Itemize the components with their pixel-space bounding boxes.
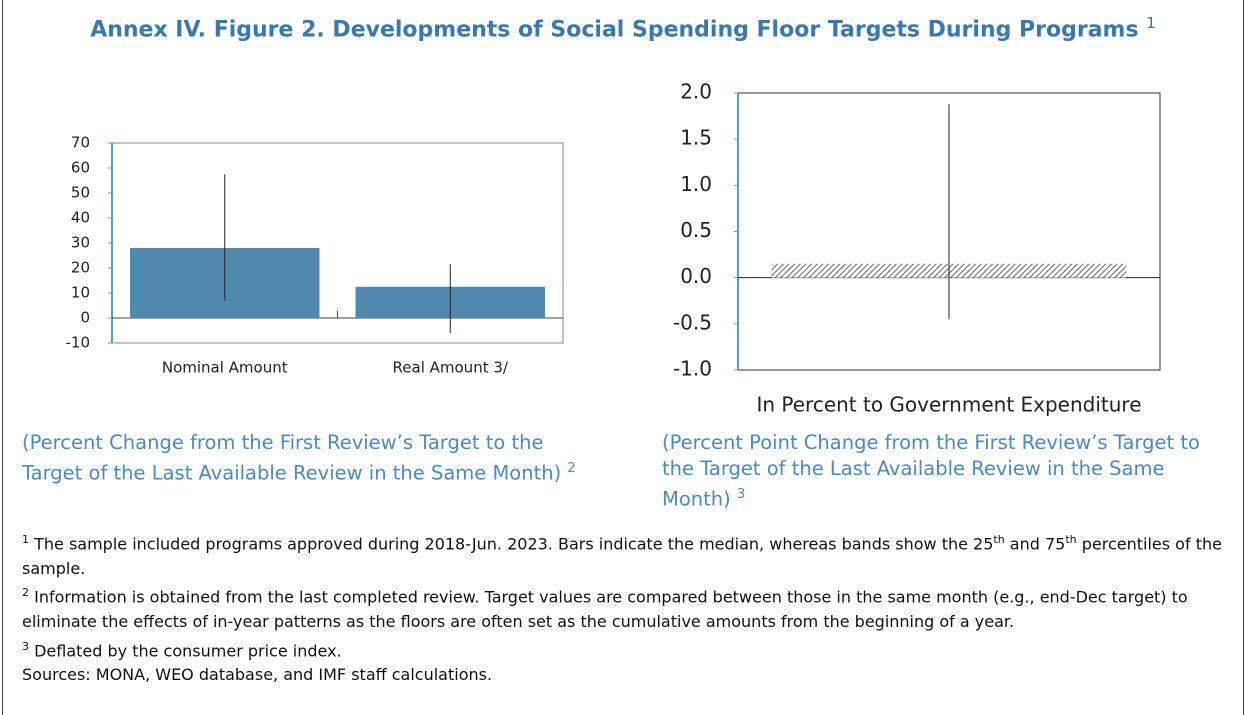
caption-note: 3: [736, 487, 746, 502]
y-tick-label: 30: [71, 234, 90, 252]
note: 2 Information is obtained from the last …: [22, 581, 1222, 634]
notes: 1 The sample included programs approved …: [22, 528, 1222, 688]
y-tick-label: -10: [66, 334, 91, 352]
y-tick-label: 2.0: [680, 80, 712, 104]
sources: Sources: MONA, WEO database, and IMF sta…: [22, 665, 493, 685]
title: Annex IV. Figure 2. Developments of Soci…: [0, 14, 1246, 42]
y-tick-label: 0: [80, 309, 90, 327]
y-tick-label: 0.0: [680, 264, 712, 288]
note-marker: 1: [22, 533, 29, 546]
y-tick-label: 70: [71, 134, 90, 152]
y-tick-label: 10: [71, 284, 90, 302]
title-text: Annex IV. Figure 2. Developments of Soci…: [90, 17, 1139, 43]
y-tick-label: 0.5: [680, 218, 712, 242]
frame-left: [2, 0, 3, 715]
note-text: The sample included programs approved du…: [34, 534, 994, 554]
x-tick-label: Nominal Amount: [162, 359, 288, 377]
note: 1 The sample included programs approved …: [22, 528, 1222, 581]
note-text: Deflated by the consumer price index.: [34, 640, 342, 660]
y-tick-label: 1.0: [680, 172, 712, 196]
y-tick-label: 60: [71, 159, 90, 177]
title-note: 1: [1146, 14, 1156, 32]
note-text: Information is obtained from the last co…: [22, 587, 1188, 632]
y-tick-label: -0.5: [673, 310, 712, 334]
note-marker: 3: [22, 639, 29, 653]
caption-text: (Percent Change from the First Review’s …: [22, 431, 562, 485]
note-text: th: [1065, 533, 1077, 546]
note-text: and 75: [1004, 534, 1066, 554]
y-tick-label: 1.5: [680, 126, 712, 150]
caption-note: 2: [567, 461, 576, 476]
y-tick-label: 50: [71, 184, 90, 202]
y-tick-label: -1.0: [673, 357, 712, 381]
caption-text: (Percent Point Change from the First Rev…: [662, 431, 1200, 511]
note-marker: 2: [22, 586, 29, 600]
note: 3 Deflated by the consumer price index.: [22, 635, 1222, 664]
caption: (Percent Point Change from the First Rev…: [662, 430, 1232, 513]
caption: (Percent Change from the First Review’s …: [22, 430, 602, 487]
y-tick-label: 40: [71, 209, 90, 227]
y-tick-label: 20: [71, 259, 90, 277]
note-text: percentiles of the sample.: [22, 534, 1222, 578]
note-text: th: [993, 533, 1005, 546]
frame-right: [1243, 0, 1244, 715]
x-axis-label: In Percent to Government Expenditure: [756, 393, 1141, 417]
x-tick-label: Real Amount 3/: [393, 359, 509, 377]
